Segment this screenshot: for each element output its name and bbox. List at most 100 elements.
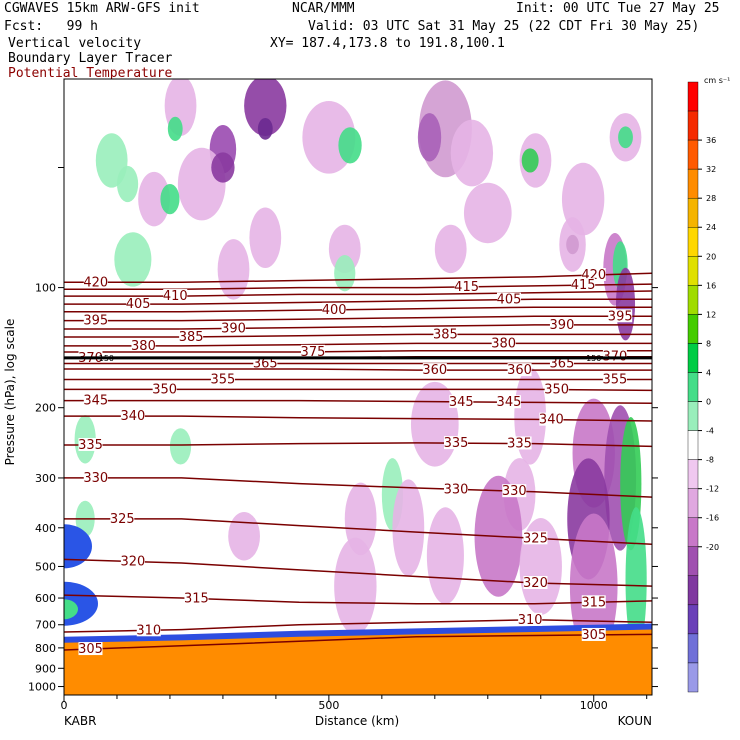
isentrope-320 bbox=[64, 558, 652, 587]
isentrope-label: 365 bbox=[550, 357, 575, 372]
bl-blob bbox=[64, 599, 78, 620]
isentrope-label-bg bbox=[131, 338, 156, 352]
isentrope-label-bg bbox=[571, 278, 596, 292]
isentrope-label-bg bbox=[110, 511, 135, 525]
colorbar-swatch bbox=[687, 604, 699, 635]
isentrope-label-bg bbox=[581, 627, 606, 641]
colorbar-label: 20 bbox=[706, 252, 716, 261]
colorbar-label: 8 bbox=[706, 339, 711, 348]
colorbar-swatch bbox=[687, 401, 699, 431]
isentrope-label-bg bbox=[253, 356, 278, 370]
isentrope-label: 330 bbox=[444, 482, 469, 497]
w-blob bbox=[392, 479, 425, 577]
isentrope-label: 330 bbox=[83, 471, 108, 486]
w-blob bbox=[249, 207, 282, 269]
isentrope-315 bbox=[64, 594, 652, 605]
w-blob bbox=[138, 171, 170, 227]
boundary-layer-shading bbox=[64, 524, 652, 695]
isentrope-400 bbox=[64, 306, 652, 313]
colorbar-label: -20 bbox=[706, 543, 719, 552]
isentrope-380 bbox=[64, 342, 652, 347]
y-tick-label: 800 bbox=[35, 642, 56, 655]
model-title: CGWAVES 15km ARW-GFS init bbox=[4, 1, 200, 16]
colorbar-label: -12 bbox=[706, 485, 719, 494]
colorbar-swatch bbox=[687, 459, 699, 489]
w-blob bbox=[328, 224, 361, 274]
isentrope-label-bg bbox=[602, 372, 627, 386]
isentrope-label: 390 bbox=[550, 318, 575, 333]
colorbar-swatch bbox=[687, 662, 699, 693]
w-blob bbox=[569, 513, 618, 659]
colorbar-swatch bbox=[687, 430, 699, 460]
w-blob bbox=[169, 428, 192, 465]
y-tick-label: 100 bbox=[35, 282, 56, 295]
colorbar-swatch bbox=[687, 546, 699, 577]
isentrope-325 bbox=[64, 518, 652, 546]
w-blob bbox=[211, 152, 235, 183]
w-blob bbox=[566, 234, 579, 255]
colorbar-swatch bbox=[687, 488, 699, 518]
isentrope-label-bg bbox=[549, 356, 574, 370]
w-blob bbox=[561, 162, 605, 236]
w-blob bbox=[618, 126, 633, 149]
y-tick-label: 400 bbox=[35, 522, 56, 535]
isentrope-label: 305 bbox=[78, 642, 103, 657]
isentrope-label: 325 bbox=[523, 531, 548, 546]
w-blob bbox=[228, 512, 260, 561]
colorbar-label: 0 bbox=[706, 398, 711, 407]
bl-core bbox=[64, 629, 652, 695]
isentrope-label: 315 bbox=[184, 592, 209, 607]
x-tick-label: 500 bbox=[318, 699, 339, 712]
colorbar-label: 24 bbox=[706, 223, 716, 232]
colorbar-label: -4 bbox=[706, 427, 714, 436]
colorbar-unit: cm s⁻¹ bbox=[704, 76, 730, 85]
field-vertical-velocity: Vertical velocity bbox=[8, 36, 142, 51]
isentrope-label-bg bbox=[136, 623, 161, 637]
isentrope-label: 335 bbox=[78, 438, 103, 453]
isentrope-label: 390 bbox=[221, 321, 246, 336]
isentrope-420 bbox=[64, 272, 652, 284]
isentrope-label-bg bbox=[78, 642, 103, 656]
isentrope-label: 415 bbox=[571, 278, 596, 293]
isentrope-label-bg bbox=[83, 470, 108, 484]
colorbar-swatch bbox=[687, 227, 699, 257]
isentrope-label: 405 bbox=[126, 297, 151, 312]
colorbar-swatch bbox=[687, 575, 699, 606]
isentrope-label-bg bbox=[581, 595, 606, 609]
isentrope-label: 325 bbox=[110, 512, 135, 527]
w-blob bbox=[116, 165, 139, 203]
isentrope-label-bg bbox=[544, 382, 569, 396]
isentrope-label-bg bbox=[496, 292, 521, 306]
colorbar-swatch bbox=[687, 372, 699, 402]
w-blob bbox=[426, 507, 464, 605]
y-tick-label: 500 bbox=[35, 560, 56, 573]
isentrope-305 bbox=[64, 633, 652, 651]
tropopause-label: 150 bbox=[586, 354, 601, 363]
isentrope-label: 330 bbox=[502, 484, 527, 499]
isentrope-label-bg bbox=[422, 363, 447, 377]
isentrope-310 bbox=[64, 618, 652, 633]
isentrope-330 bbox=[64, 477, 652, 498]
isentrope-label-bg bbox=[221, 321, 246, 335]
isentrope-label-bg bbox=[507, 363, 532, 377]
isentrope-label: 335 bbox=[507, 436, 532, 451]
isentrope-label: 345 bbox=[449, 395, 474, 410]
isentrope-label: 335 bbox=[444, 436, 469, 451]
colorbar-swatch bbox=[687, 517, 699, 547]
colorbar-swatch bbox=[687, 139, 699, 170]
w-blob bbox=[434, 224, 467, 274]
colorbar-swatch bbox=[687, 81, 699, 112]
y-tick-label: 600 bbox=[35, 592, 56, 605]
isentrope-label: 320 bbox=[120, 554, 145, 569]
isentrope-label-bg bbox=[126, 297, 151, 311]
isentrope-label: 345 bbox=[497, 395, 522, 410]
isentrope-label-bg bbox=[444, 482, 468, 496]
colorbar-swatch bbox=[687, 285, 699, 315]
plot-frame bbox=[63, 78, 653, 696]
tropopause-line: 150 150 bbox=[64, 354, 652, 363]
isentrope-label: 305 bbox=[581, 628, 606, 643]
isentrope-label-bg bbox=[602, 349, 627, 363]
isentrope-label: 345 bbox=[83, 394, 108, 409]
colorbar-label: 32 bbox=[706, 165, 716, 174]
